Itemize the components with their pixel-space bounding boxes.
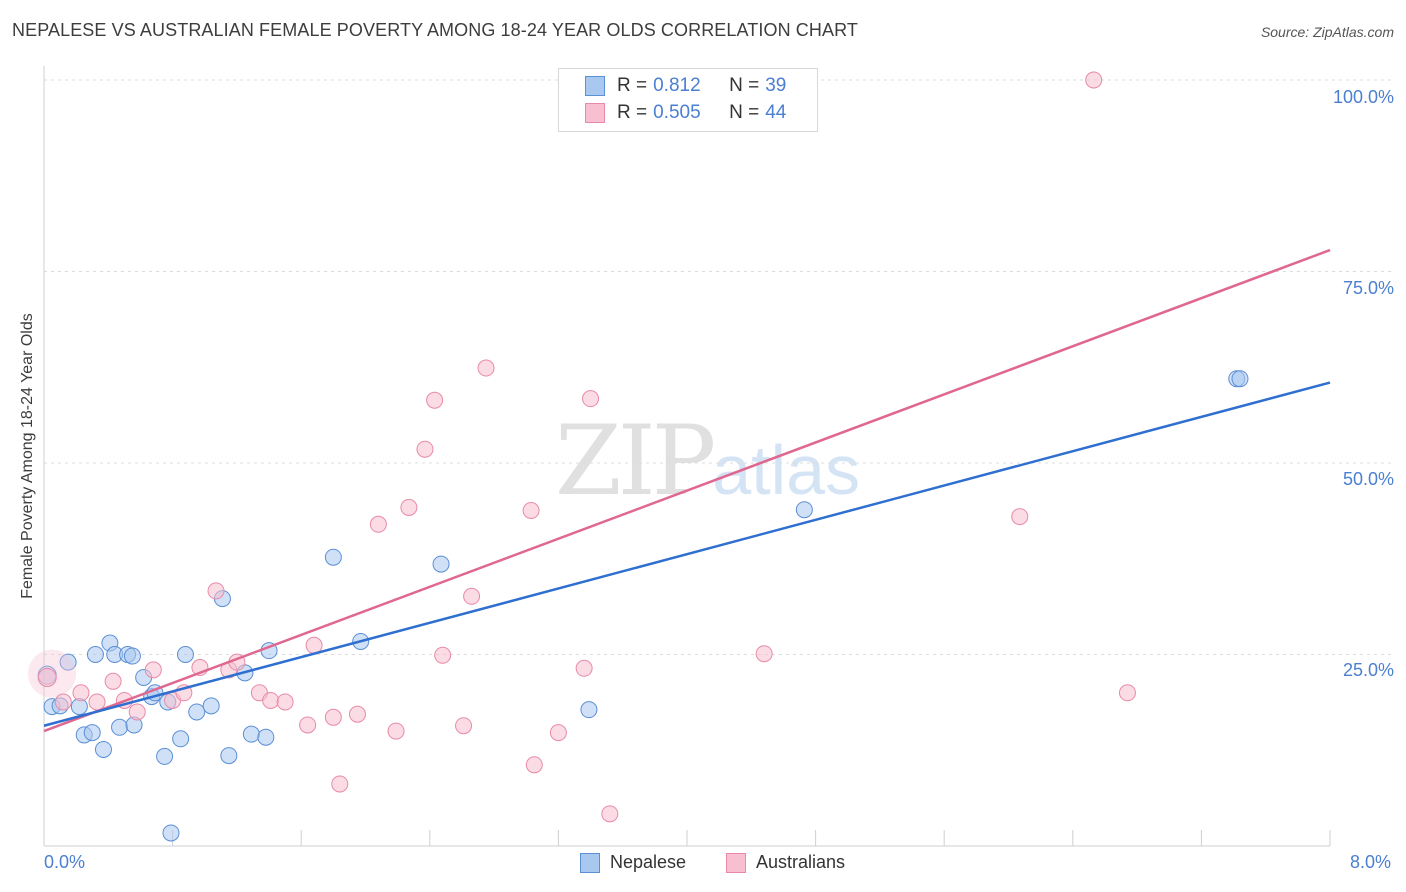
nepalese-points	[37, 370, 1249, 842]
y-tick-label: 100.0%	[1332, 87, 1394, 107]
nepalese-point	[111, 718, 129, 736]
y-tick-label: 75.0%	[1342, 278, 1394, 298]
australians-point	[601, 805, 619, 823]
axes	[43, 66, 1331, 847]
legend-nepalese-label: Nepalese	[610, 852, 687, 872]
legend-n-value: 39	[765, 75, 787, 96]
australians-point	[72, 684, 90, 702]
legend: R = 0.812 N = 39 R = 0.505 N = 44	[558, 68, 818, 132]
australians-point	[369, 515, 387, 533]
australians-swatch	[726, 852, 746, 873]
australians-point	[276, 693, 294, 711]
australians-point	[144, 661, 162, 679]
australians-point	[400, 498, 418, 516]
x-tick-label: 0.0%	[44, 852, 86, 872]
nepalese-point	[795, 501, 813, 519]
australians-point	[582, 390, 600, 408]
australians-point	[37, 667, 57, 687]
trend-lines	[43, 248, 1331, 733]
legend-item-nepalese[interactable]: Nepalese	[580, 852, 686, 873]
legend-australians-label: Australians	[756, 852, 846, 872]
nepalese-point	[242, 725, 260, 743]
australians-point	[575, 659, 593, 677]
australians-point	[522, 501, 540, 519]
nepalese-point	[580, 701, 598, 719]
legend-r-value: 0.812	[653, 75, 701, 96]
legend-n-label: N =	[729, 102, 760, 123]
australians-point	[426, 391, 444, 409]
australians-point	[1011, 508, 1029, 526]
australians-point	[755, 645, 773, 663]
australians-swatch	[585, 103, 605, 123]
legend-row-australians: R = 0.505 N = 44	[585, 101, 786, 125]
nepalese-point	[162, 824, 180, 842]
watermark-zip: ZIP	[555, 405, 716, 517]
legend-r-value: 0.505	[653, 102, 701, 123]
nepalese-point	[83, 724, 101, 742]
legend-r-label: R =	[617, 75, 648, 96]
nepalese-point	[156, 747, 174, 765]
australians-point	[88, 693, 106, 711]
australians-point	[1118, 684, 1136, 702]
nepalese-point	[172, 730, 190, 748]
australians-point	[299, 716, 317, 734]
nepalese-point	[123, 647, 141, 665]
grid-lines	[44, 79, 1392, 655]
legend-n-label: N =	[729, 75, 760, 96]
y-tick-label: 25.0%	[1342, 660, 1394, 680]
nepalese-point	[86, 646, 104, 663]
australians-point	[525, 756, 543, 774]
australians-point	[348, 705, 366, 723]
australians-point	[416, 440, 434, 458]
y-tick-label: 50.0%	[1342, 469, 1394, 489]
australians-point	[54, 693, 72, 711]
australians-point	[477, 359, 495, 377]
legend-r-label: R =	[617, 102, 648, 123]
watermark-atlas: atlas	[712, 431, 861, 509]
australians-trend-line	[43, 248, 1331, 733]
nepalese-point	[94, 740, 112, 758]
nepalese-point	[324, 548, 342, 566]
australians-point	[207, 582, 225, 600]
nepalese-point	[176, 646, 194, 663]
australians-point	[324, 708, 342, 726]
x-tick-label: 8.0%	[1350, 852, 1392, 872]
y-axis-label: Female Poverty Among 18-24 Year Olds	[19, 313, 36, 599]
australians-point	[1085, 71, 1103, 89]
nepalese-point	[220, 747, 238, 765]
chart-title: NEPALESE VS AUSTRALIAN FEMALE POVERTY AM…	[12, 20, 858, 40]
watermark: ZIPatlas	[555, 405, 860, 517]
nepalese-point	[257, 728, 275, 746]
nepalese-point	[432, 555, 450, 573]
australians-point	[455, 717, 473, 735]
australians-point	[262, 691, 280, 709]
australians-point	[104, 672, 122, 690]
source-label: Source: ZipAtlas.com	[1260, 24, 1394, 40]
australians-point	[331, 775, 349, 793]
australians-point	[387, 722, 405, 740]
nepalese-point	[1231, 370, 1249, 388]
australians-point	[463, 587, 481, 605]
nepalese-trend-line	[43, 381, 1331, 727]
australians-point	[128, 703, 146, 721]
legend-item-australians[interactable]: Australians	[726, 852, 845, 873]
nepalese-point	[188, 703, 206, 721]
nepalese-point	[202, 697, 220, 715]
legend-n-value: 44	[765, 102, 787, 123]
nepalese-swatch	[580, 852, 600, 873]
legend-row-nepalese: R = 0.812 N = 39	[585, 74, 786, 98]
australians-point	[434, 646, 452, 664]
australians-point	[549, 724, 567, 742]
nepalese-swatch	[585, 76, 605, 96]
nepalese-point	[59, 653, 77, 671]
